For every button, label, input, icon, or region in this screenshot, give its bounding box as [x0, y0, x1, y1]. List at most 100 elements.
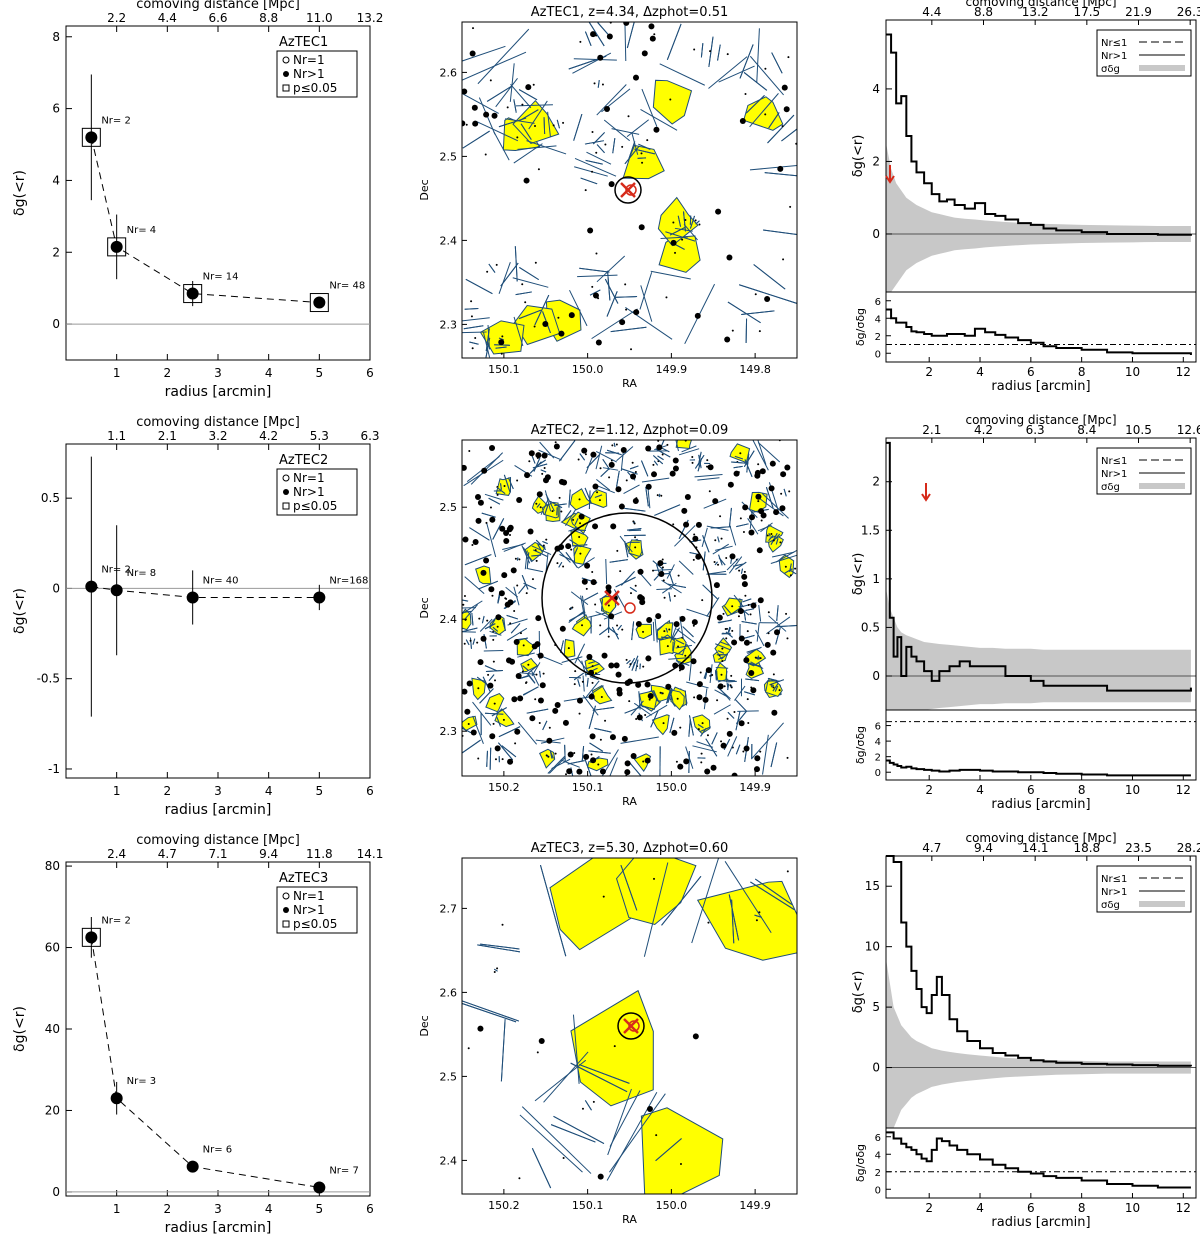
galaxy-dot: [772, 686, 775, 689]
cell-edge: [757, 655, 759, 661]
y-tick-label: 2: [872, 475, 880, 489]
galaxy-dot: [754, 293, 757, 296]
member-galaxy: [665, 683, 672, 690]
cell-edge: [677, 647, 687, 655]
member-galaxy: [635, 681, 642, 688]
cell-edge: [517, 721, 537, 745]
member-galaxy: [491, 112, 498, 119]
y-tick-label: 0: [872, 669, 880, 683]
top-axis-label: comoving distance [Mpc]: [136, 415, 300, 430]
cell-edge: [464, 604, 478, 620]
cell-edge: [540, 469, 547, 473]
y-axis-label: δg(<r): [851, 553, 866, 596]
galaxy-dot: [698, 223, 701, 226]
cell-edge: [733, 465, 743, 469]
left-panel-1: comoving distance [Mpc] 2.2 4.4 6.6 8.8 11.0 1…: [12, 0, 383, 400]
y-axis-label: δg(<r): [12, 170, 28, 216]
top-tick-label: 5.3: [310, 429, 329, 443]
galaxy-dot: [731, 605, 734, 608]
legend-open-circle: [282, 892, 290, 900]
cell-edge: [535, 539, 547, 550]
galaxy-dot: [591, 170, 594, 173]
galaxy-dot: [558, 496, 561, 499]
cell-edge: [464, 554, 492, 566]
member-galaxy: [462, 536, 469, 543]
cell-edge: [510, 623, 521, 634]
galaxy-dot: [758, 330, 761, 333]
member-galaxy: [581, 578, 588, 585]
galaxy-dot: [757, 463, 760, 466]
cell-edge: [489, 747, 492, 770]
member-galaxy: [567, 751, 574, 758]
galaxy-dot: [782, 258, 785, 261]
cell-edge: [539, 670, 541, 678]
galaxy-dot: [700, 752, 703, 755]
galaxy-dot: [725, 556, 728, 559]
cell-edge: [760, 522, 773, 533]
cell-edge: [681, 445, 697, 453]
cell-edge: [507, 477, 514, 490]
galaxy-dot: [595, 252, 598, 255]
galaxy-dot: [663, 630, 666, 633]
galaxy-dot: [739, 517, 742, 520]
cell-edge: [768, 615, 787, 632]
member-galaxy: [690, 658, 697, 665]
galaxy-dot: [591, 665, 594, 668]
cell-edge: [631, 621, 635, 641]
galaxy-dot: [487, 673, 490, 676]
member-galaxy: [513, 638, 520, 645]
member-galaxy: [656, 444, 663, 451]
cell-edge: [772, 683, 779, 692]
cell-edge: [498, 742, 514, 761]
data-point: [313, 591, 326, 604]
member-galaxy: [712, 498, 719, 505]
cell-edge: [476, 676, 490, 687]
cell-edge: [496, 486, 506, 494]
cell-edge: [789, 569, 797, 575]
galaxy-dot: [562, 121, 565, 124]
member-galaxy: [487, 682, 494, 689]
member-galaxy: [608, 461, 615, 468]
member-galaxy: [474, 494, 481, 501]
member-galaxy: [632, 498, 639, 505]
cell-edge: [735, 561, 747, 570]
cell-edge: [613, 442, 616, 448]
member-galaxy: [542, 321, 549, 328]
cell-edge: [652, 690, 660, 703]
overdense-cell: [570, 989, 654, 1107]
cell-edge: [708, 56, 748, 89]
member-galaxy: [673, 621, 680, 628]
member-galaxy: [608, 613, 615, 620]
cell-edge: [733, 594, 744, 608]
galaxy-dot: [493, 702, 496, 705]
galaxy-dot: [567, 647, 570, 650]
cell-edge: [638, 691, 641, 710]
legend-title: AzTEC2: [279, 453, 328, 468]
galaxy-dot: [463, 594, 466, 597]
ratio-frame: [885, 291, 1197, 363]
member-galaxy: [651, 471, 658, 478]
galaxy-dot: [730, 686, 733, 689]
member-galaxy: [704, 768, 711, 775]
cell-edge: [728, 894, 740, 941]
legend-box: [276, 50, 358, 98]
member-galaxy: [619, 319, 626, 326]
galaxy-dot: [785, 612, 788, 615]
cell-edge: [534, 294, 550, 326]
member-galaxy: [716, 614, 723, 621]
galaxy-dot: [642, 630, 645, 633]
legend-title: AzTEC3: [279, 871, 328, 886]
member-galaxy: [562, 719, 569, 726]
galaxy-dot: [700, 761, 703, 764]
source-cross: [604, 590, 620, 606]
cell-edge: [765, 487, 774, 508]
cell-edge: [710, 526, 731, 529]
overdense-cell: [652, 79, 693, 125]
cell-edge: [700, 43, 704, 58]
galaxy-dot: [742, 750, 745, 753]
member-galaxy: [523, 177, 530, 184]
member-galaxy: [696, 681, 703, 688]
cell-edge: [564, 744, 566, 762]
x-tick-label: 2: [164, 784, 172, 798]
galaxy-dot: [502, 718, 505, 721]
